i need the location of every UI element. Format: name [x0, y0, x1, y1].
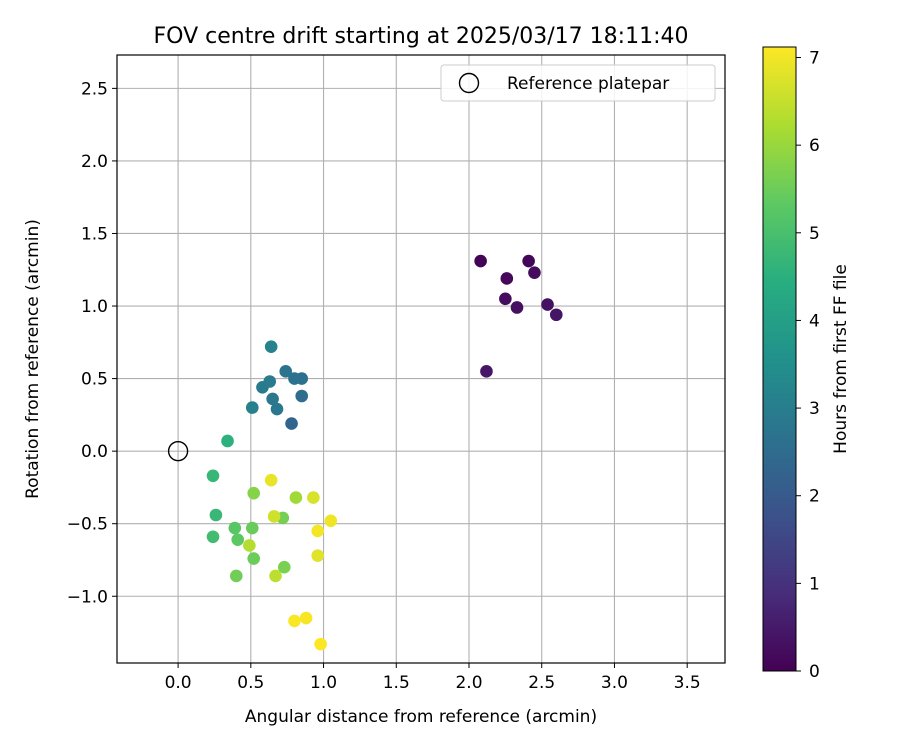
y-tick-label: 1.0 [81, 297, 108, 317]
y-tick-label: 0.5 [81, 370, 108, 390]
data-point [480, 365, 493, 378]
data-point [499, 292, 512, 306]
data-point [264, 473, 278, 487]
colorbar [762, 46, 797, 672]
y-tick-label: 0.0 [81, 442, 108, 462]
x-axis-label: Angular distance from reference (arcmin) [245, 707, 597, 727]
colorbar-tick-label: 7 [809, 49, 820, 69]
data-point [314, 637, 327, 651]
colorbar-tick-label: 4 [809, 311, 820, 331]
data-point [245, 521, 259, 535]
x-tick-label: 2.0 [455, 673, 482, 693]
data-point [549, 308, 563, 322]
colorbar-tick-label: 5 [809, 224, 820, 244]
data-point [267, 510, 281, 523]
data-point [324, 514, 338, 528]
data-point [299, 611, 313, 625]
grid-lines [117, 55, 725, 663]
reference-layer [167, 440, 189, 462]
x-tick-label: 3.5 [674, 673, 701, 693]
data-point [288, 614, 301, 628]
data-point [474, 254, 487, 268]
y-tick-label: −1.0 [67, 587, 108, 607]
y-tick-label: −0.5 [67, 515, 108, 535]
x-axis-ticks: 0.0 0.5 1.0 1.5 2.0 2.5 3.0 3.5 [165, 663, 701, 693]
data-point [231, 533, 245, 546]
data-points [206, 254, 563, 651]
y-tick-label: 1.5 [81, 224, 108, 244]
plot-frame [116, 54, 726, 664]
data-point [266, 392, 279, 406]
legend: Reference platepar [440, 64, 716, 102]
data-point [206, 469, 220, 483]
colorbar-ticks: 0 1 2 3 4 5 6 7 [796, 49, 820, 682]
data-point [528, 266, 541, 279]
chart-title: FOV centre drift starting at 2025/03/17 … [154, 24, 689, 49]
data-point [522, 254, 535, 268]
legend-marker-circle [458, 72, 480, 94]
data-point [500, 272, 514, 285]
legend-box [440, 64, 716, 102]
x-tick-label: 3.0 [601, 673, 628, 693]
colorbar-tick-label: 3 [809, 399, 820, 419]
data-point [228, 521, 242, 535]
colorbar-label: Hours from first FF file [831, 264, 851, 454]
data-point [243, 539, 256, 552]
data-point [245, 401, 259, 414]
y-axis-label: Rotation from reference (arcmin) [23, 219, 43, 499]
x-tick-label: 0.5 [237, 673, 264, 693]
data-point [279, 365, 293, 378]
y-tick-label: 2.0 [81, 152, 108, 172]
data-point [311, 524, 325, 538]
colorbar-tick-label: 1 [809, 574, 820, 594]
x-tick-label: 1.5 [383, 673, 410, 693]
data-point [307, 491, 320, 504]
data-point [269, 569, 282, 583]
x-tick-label: 2.5 [528, 673, 555, 693]
data-point [221, 434, 234, 448]
data-point [311, 549, 325, 562]
data-point [510, 301, 524, 314]
legend-label: Reference platepar [507, 74, 669, 94]
data-point [229, 569, 243, 583]
data-point [209, 508, 223, 522]
y-tick-label: 2.5 [81, 79, 108, 99]
data-point [206, 530, 220, 544]
x-tick-label: 0.0 [165, 673, 192, 693]
colorbar-tick-label: 6 [809, 136, 820, 156]
data-point [263, 375, 277, 388]
reference-platepar-marker [167, 440, 189, 462]
data-point [289, 491, 303, 504]
colorbar-tick-label: 0 [809, 662, 820, 682]
data-point [541, 298, 554, 311]
data-point [277, 560, 291, 574]
x-tick-label: 1.0 [310, 673, 337, 693]
data-point [295, 389, 309, 403]
data-point [247, 486, 261, 500]
data-point [264, 340, 278, 353]
data-point [270, 402, 284, 416]
colorbar-tick-label: 2 [809, 487, 820, 507]
data-point [285, 417, 298, 430]
data-point [288, 372, 301, 385]
y-axis-ticks: −1.0 −0.5 0.0 0.5 1.0 1.5 2.0 2.5 [67, 79, 117, 607]
data-point [247, 552, 261, 565]
